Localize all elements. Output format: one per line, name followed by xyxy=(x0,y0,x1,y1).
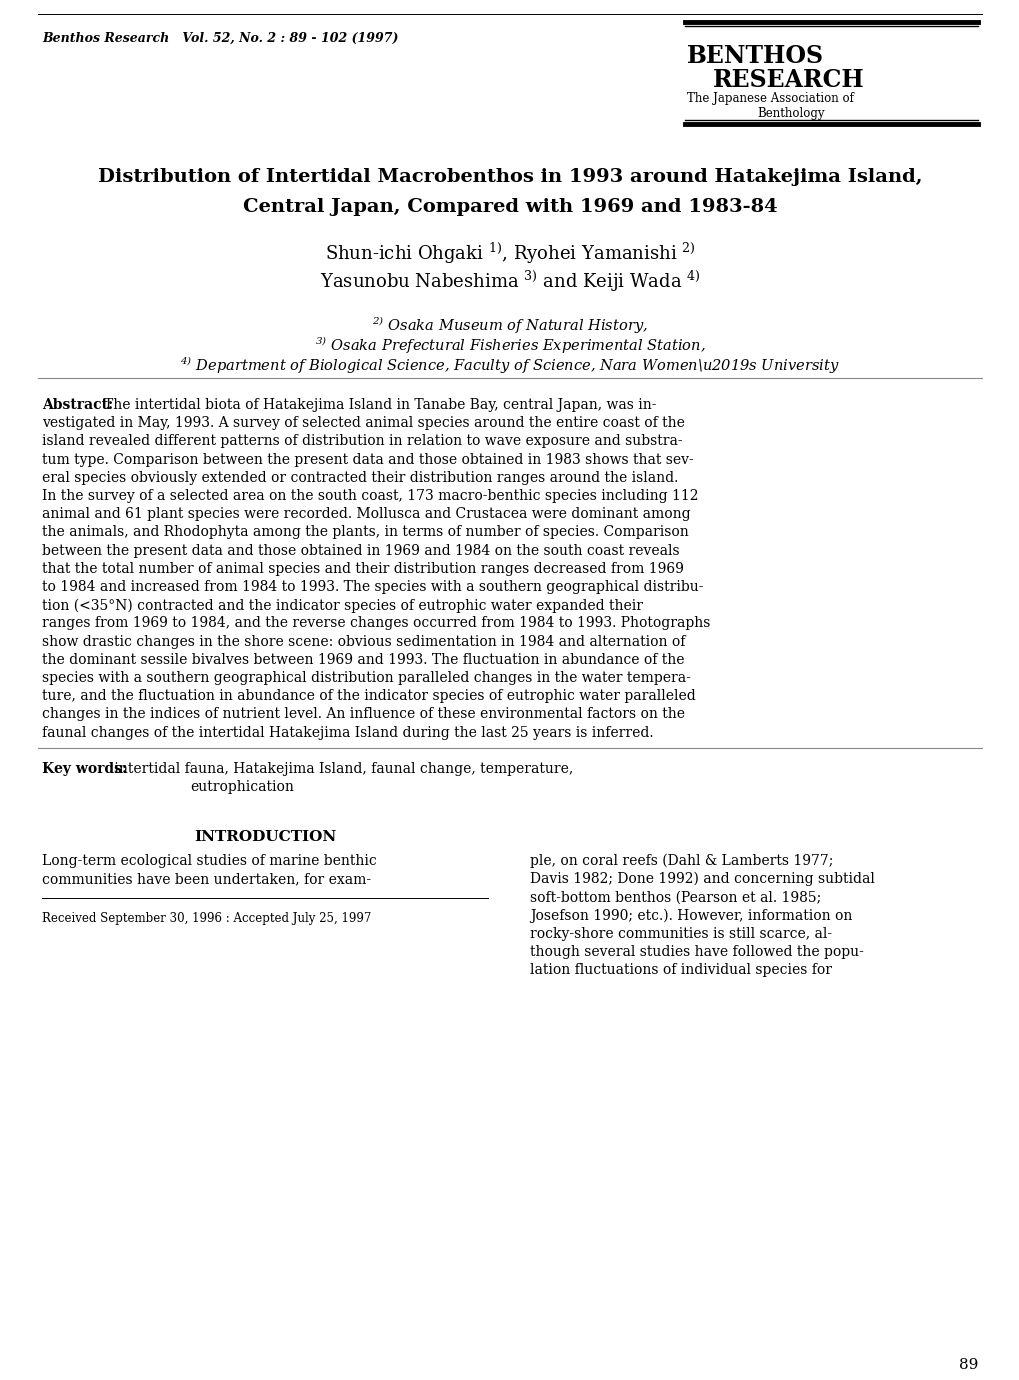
Text: ple, on coral reefs (Dahl & Lamberts 1977;: ple, on coral reefs (Dahl & Lamberts 197… xyxy=(530,854,833,868)
Text: Yasunobu Nabeshima $^{\mathregular{3)}}$ and Keiji Wada $^{\mathregular{4)}}$: Yasunobu Nabeshima $^{\mathregular{3)}}$… xyxy=(319,268,700,294)
Text: tum type. Comparison between the present data and those obtained in 1983 shows t: tum type. Comparison between the present… xyxy=(42,453,693,466)
Text: between the present data and those obtained in 1969 and 1984 on the south coast : between the present data and those obtai… xyxy=(42,544,679,558)
Text: changes in the indices of nutrient level. An influence of these environmental fa: changes in the indices of nutrient level… xyxy=(42,708,685,722)
Text: Distribution of Intertidal Macrobenthos in 1993 around Hatakejima Island,: Distribution of Intertidal Macrobenthos … xyxy=(98,168,921,186)
Text: The intertidal biota of Hatakejima Island in Tanabe Bay, central Japan, was in-: The intertidal biota of Hatakejima Islan… xyxy=(104,397,656,413)
Text: rocky-shore communities is still scarce, al-: rocky-shore communities is still scarce,… xyxy=(530,926,832,941)
Text: communities have been undertaken, for exam-: communities have been undertaken, for ex… xyxy=(42,872,371,886)
Text: to 1984 and increased from 1984 to 1993. The species with a southern geographica: to 1984 and increased from 1984 to 1993.… xyxy=(42,580,703,593)
Text: the dominant sessile bivalves between 1969 and 1993. The fluctuation in abundanc: the dominant sessile bivalves between 19… xyxy=(42,653,684,667)
Text: Key words:: Key words: xyxy=(42,762,127,776)
Text: the animals, and Rhodophyta among the plants, in terms of number of species. Com: the animals, and Rhodophyta among the pl… xyxy=(42,526,688,540)
Text: ranges from 1969 to 1984, and the reverse changes occurred from 1984 to 1993. Ph: ranges from 1969 to 1984, and the revers… xyxy=(42,617,709,631)
Text: intertidal fauna, Hatakejima Island, faunal change, temperature,: intertidal fauna, Hatakejima Island, fau… xyxy=(110,762,573,776)
Text: Central Japan, Compared with 1969 and 1983-84: Central Japan, Compared with 1969 and 19… xyxy=(243,197,776,217)
Text: that the total number of animal species and their distribution ranges decreased : that the total number of animal species … xyxy=(42,562,683,575)
Text: vestigated in May, 1993. A survey of selected animal species around the entire c: vestigated in May, 1993. A survey of sel… xyxy=(42,417,684,431)
Text: RESEARCH: RESEARCH xyxy=(712,68,864,92)
Text: Received September 30, 1996 : Accepted July 25, 1997: Received September 30, 1996 : Accepted J… xyxy=(42,912,371,925)
Text: 89: 89 xyxy=(958,1358,977,1372)
Text: The Japanese Association of: The Japanese Association of xyxy=(687,92,853,105)
Text: Shun-ichi Ohgaki $^{\mathregular{1)}}$, Ryohei Yamanishi $^{\mathregular{2)}}$: Shun-ichi Ohgaki $^{\mathregular{1)}}$, … xyxy=(324,240,695,265)
Text: In the survey of a selected area on the south coast, 173 macro-benthic species i: In the survey of a selected area on the … xyxy=(42,489,698,502)
Text: Long-term ecological studies of marine benthic: Long-term ecological studies of marine b… xyxy=(42,854,376,868)
Text: Benthos Research   Vol. 52, No. 2 : 89 - 102 (1997): Benthos Research Vol. 52, No. 2 : 89 - 1… xyxy=(42,32,398,46)
Text: faunal changes of the intertidal Hatakejima Island during the last 25 years is i: faunal changes of the intertidal Hatakej… xyxy=(42,726,653,740)
Text: Abstract:: Abstract: xyxy=(42,397,113,413)
Text: eutrophication: eutrophication xyxy=(190,780,293,794)
Text: $^{\mathregular{3)}}$ Osaka Prefectural Fisheries Experimental Station,: $^{\mathregular{3)}}$ Osaka Prefectural … xyxy=(315,334,704,356)
Text: species with a southern geographical distribution paralleled changes in the wate: species with a southern geographical dis… xyxy=(42,671,690,684)
Text: eral species obviously extended or contracted their distribution ranges around t: eral species obviously extended or contr… xyxy=(42,471,678,484)
Text: Benthology: Benthology xyxy=(756,108,823,120)
Text: Davis 1982; Done 1992) and concerning subtidal: Davis 1982; Done 1992) and concerning su… xyxy=(530,872,874,886)
Text: animal and 61 plant species were recorded. Mollusca and Crustacea were dominant : animal and 61 plant species were recorde… xyxy=(42,508,690,522)
Text: Josefson 1990; etc.). However, information on: Josefson 1990; etc.). However, informati… xyxy=(530,908,852,923)
Text: $^{\mathregular{2)}}$ Osaka Museum of Natural History,: $^{\mathregular{2)}}$ Osaka Museum of Na… xyxy=(372,315,647,335)
Text: ture, and the fluctuation in abundance of the indicator species of eutrophic wat: ture, and the fluctuation in abundance o… xyxy=(42,689,695,704)
Text: soft-bottom benthos (Pearson et al. 1985;: soft-bottom benthos (Pearson et al. 1985… xyxy=(530,890,820,904)
Text: tion (<35°N) contracted and the indicator species of eutrophic water expanded th: tion (<35°N) contracted and the indicato… xyxy=(42,598,642,613)
Text: INTRODUCTION: INTRODUCTION xyxy=(194,829,336,843)
Text: island revealed different patterns of distribution in relation to wave exposure : island revealed different patterns of di… xyxy=(42,435,682,448)
Text: $^{\mathregular{4)}}$ Department of Biological Science, Faculty of Science, Nara: $^{\mathregular{4)}}$ Department of Biol… xyxy=(180,355,839,375)
Text: BENTHOS: BENTHOS xyxy=(687,44,823,68)
Text: lation fluctuations of individual species for: lation fluctuations of individual specie… xyxy=(530,963,832,977)
Text: though several studies have followed the popu-: though several studies have followed the… xyxy=(530,945,863,959)
Text: show drastic changes in the shore scene: obvious sedimentation in 1984 and alter: show drastic changes in the shore scene:… xyxy=(42,635,685,649)
